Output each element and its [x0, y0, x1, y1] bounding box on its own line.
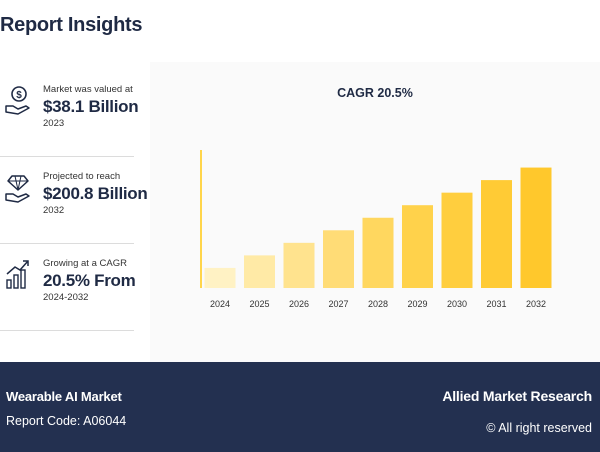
diamond-hand-icon [4, 171, 32, 203]
page-title: Report Insights [0, 14, 143, 36]
footer: Wearable AI Market Report Code: A06044 A… [0, 362, 600, 452]
stat-cagr: Growing at a CAGR 20.5% From 2024-2032 [0, 244, 136, 331]
chart-title: CAGR 20.5% [337, 86, 413, 100]
bar-2032 [520, 167, 552, 288]
x-tick-label: 2030 [447, 299, 467, 309]
bar-2030 [441, 192, 473, 288]
stats-panel: $ Market was valued at $38.1 Billion 202… [0, 70, 148, 331]
stat-year: 2032 [43, 205, 65, 216]
stat-value: $200.8 Billion [43, 184, 148, 203]
x-tick-label: 2031 [486, 299, 506, 309]
copyright: © All right reserved [486, 421, 592, 435]
chart-area: CAGR 20.5% 2024 2025 2026 2027 2028 2029 2030 2… [150, 62, 600, 362]
bar-2029 [402, 205, 433, 288]
stat-year: 2024-2032 [43, 292, 89, 303]
x-tick-label: 2027 [328, 299, 348, 309]
bar-2028 [362, 217, 394, 288]
stat-year: 2023 [43, 118, 65, 129]
stat-label: Growing at a CAGR [43, 258, 127, 269]
bar-2026 [283, 242, 315, 288]
stat-value: 20.5% From [43, 271, 136, 290]
x-tick-label: 2029 [407, 299, 427, 309]
x-tick-label: 2025 [249, 299, 269, 309]
x-tick-label: 2026 [289, 299, 309, 309]
stat-value: $38.1 Billion [43, 97, 139, 116]
x-tick-label: 2024 [210, 299, 230, 309]
growth-chart-icon [4, 258, 32, 290]
x-tick-label: 2028 [368, 299, 388, 309]
stat-label: Projected to reach [43, 171, 121, 182]
bar-chart: 2024 2025 2026 2027 2028 2029 2030 2031 2032 [200, 150, 552, 309]
svg-text:$: $ [16, 90, 22, 101]
report-code: Report Code: A06044 [6, 414, 127, 428]
stat-label: Market was valued at [43, 84, 133, 95]
brand-name: Allied Market Research [442, 388, 592, 404]
x-tick-label: 2032 [526, 299, 546, 309]
bar-2031 [481, 180, 512, 288]
money-hand-icon: $ [4, 84, 32, 116]
bar-2024 [204, 267, 236, 288]
bar-2025 [244, 255, 275, 288]
stat-projected-value: Projected to reach $200.8 Billion 2032 [0, 157, 148, 244]
report-name: Wearable AI Market [6, 389, 122, 404]
stat-market-value: $ Market was valued at $38.1 Billion 202… [0, 70, 139, 157]
bar-2027 [323, 230, 354, 288]
